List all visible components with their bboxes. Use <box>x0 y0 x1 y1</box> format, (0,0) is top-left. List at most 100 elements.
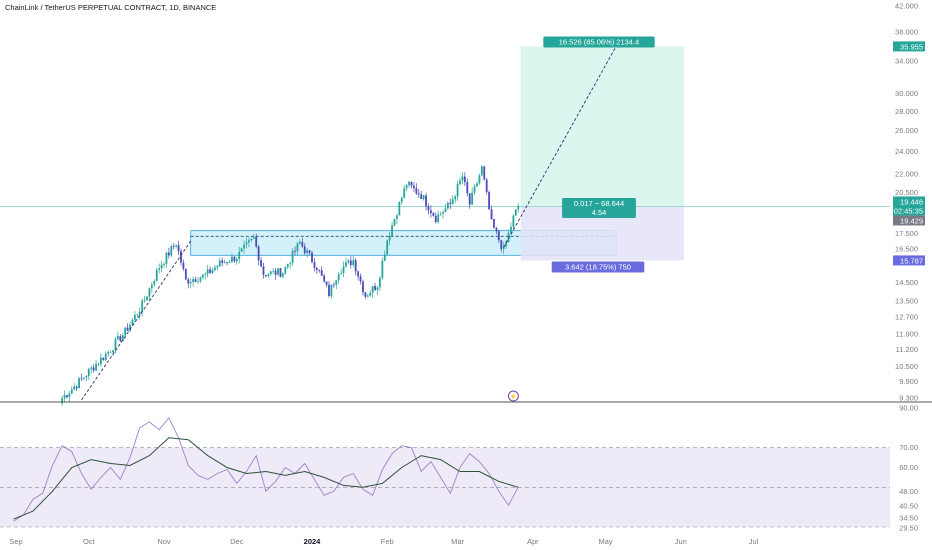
candle-body <box>468 193 471 205</box>
candle-body <box>459 180 461 184</box>
candle-body <box>364 292 367 297</box>
candle-body <box>449 202 452 204</box>
candle-body <box>109 352 112 353</box>
candle-body <box>296 243 299 252</box>
rsi-line <box>13 417 519 522</box>
candle <box>374 282 376 292</box>
candle-body <box>66 395 68 397</box>
candle <box>379 276 381 292</box>
candle <box>209 266 211 274</box>
x-tick-label: Apr <box>527 537 539 546</box>
candle-body <box>129 324 131 331</box>
entry-price-tag-text: 19.429 <box>900 216 923 225</box>
center-label-text: 4.54 <box>592 208 607 217</box>
candle <box>480 165 483 177</box>
candle <box>330 284 333 299</box>
candle-body <box>265 275 267 277</box>
candle <box>362 279 364 296</box>
candle <box>342 261 345 278</box>
target-label: 16.526 (85.06%) 2134.4 <box>543 36 655 48</box>
candle <box>512 214 515 230</box>
candle-body <box>150 284 153 289</box>
candle-body <box>323 275 326 282</box>
candle <box>189 278 192 289</box>
candle <box>434 212 437 224</box>
candle-body <box>432 213 435 216</box>
price-tick-label: 9.300 <box>899 394 918 403</box>
candle-body <box>289 263 292 265</box>
candle-body <box>476 183 478 187</box>
candle <box>381 257 384 280</box>
event-bolt-glyph: ⚡ <box>510 393 517 401</box>
candle-body <box>456 183 459 197</box>
candle <box>405 183 408 191</box>
price-tick-label: 10.500 <box>895 362 918 371</box>
candle-body <box>141 300 144 312</box>
candle-body <box>330 284 333 296</box>
stop-label-bg <box>551 261 645 273</box>
candle-body <box>454 196 457 200</box>
candle <box>294 246 296 255</box>
candle <box>408 181 410 188</box>
candle-body <box>332 284 335 286</box>
candle <box>323 273 326 283</box>
candle <box>476 181 478 188</box>
candle <box>451 195 454 205</box>
candle-body <box>148 288 151 297</box>
candle <box>298 239 301 245</box>
candle-body <box>216 266 219 268</box>
candle-body <box>303 246 306 254</box>
price-tick-label: 17.500 <box>895 229 918 238</box>
candle <box>413 181 415 192</box>
candle-body <box>104 353 107 360</box>
candle <box>87 367 90 380</box>
candle <box>505 239 507 249</box>
candle-body <box>335 280 338 285</box>
candle <box>303 243 306 256</box>
candle <box>485 178 488 195</box>
candle-body <box>284 267 287 274</box>
candle-body <box>201 274 204 278</box>
candle <box>148 287 151 301</box>
candle <box>97 362 100 367</box>
candle-body <box>473 186 476 193</box>
candle <box>345 257 347 268</box>
price-tick-label: 20.500 <box>895 188 918 197</box>
candle-body <box>121 335 124 341</box>
target-label-bg <box>543 36 655 48</box>
candle <box>313 258 316 272</box>
rsi-tick-label: 34.50 <box>899 514 918 523</box>
candle-body <box>233 256 236 262</box>
candle <box>240 247 243 252</box>
candle <box>112 350 114 356</box>
candle-body <box>172 246 175 247</box>
candle <box>366 293 369 298</box>
candle-body <box>325 281 328 285</box>
candle-body <box>102 357 105 360</box>
candle-body <box>170 246 173 256</box>
x-tick-label: Mar <box>451 537 464 546</box>
candle-body <box>512 215 515 227</box>
candle-body <box>107 352 110 354</box>
candle-body <box>95 364 97 371</box>
candle-body <box>131 319 134 325</box>
candle <box>245 237 248 249</box>
candle-body <box>158 268 161 270</box>
candle-body <box>221 260 224 264</box>
candle <box>102 357 105 361</box>
price-tick-label: 13.500 <box>895 297 918 306</box>
candle <box>427 203 430 215</box>
candle <box>175 244 178 249</box>
candle <box>265 274 267 278</box>
entry-price-tag: 19.429 <box>893 215 925 226</box>
candle <box>119 334 122 343</box>
candle-body <box>357 271 359 277</box>
projection-line-past <box>81 240 192 401</box>
candle-body <box>497 231 500 241</box>
candle <box>114 336 117 354</box>
stop-label-text: 3.642 (18.75%) 750 <box>565 263 631 272</box>
candle <box>136 313 139 319</box>
target-price-tag: 35.955 <box>893 41 925 52</box>
